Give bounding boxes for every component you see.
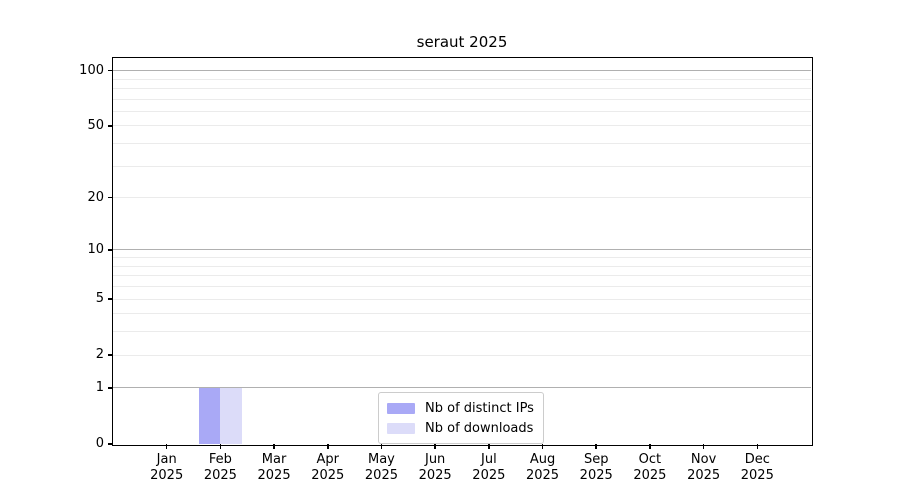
gridline-minor: [113, 275, 811, 277]
y-tick-label: 100: [79, 62, 104, 78]
x-tick-label: Jul 2025: [462, 452, 516, 484]
x-tick: [488, 444, 490, 449]
gridline-major: [113, 249, 811, 251]
x-tick-month: Apr: [316, 452, 340, 467]
x-tick-label: Mar 2025: [247, 452, 301, 484]
x-tick-year: 2025: [364, 468, 398, 483]
gridline-minor: [113, 313, 811, 315]
gridline-minor: [113, 265, 811, 267]
x-tick-month: Nov: [690, 452, 717, 467]
x-tick-year: 2025: [203, 468, 237, 483]
x-tick: [649, 444, 651, 449]
gridline-minor: [113, 143, 811, 145]
chart-title: seraut 2025: [416, 33, 508, 51]
x-tick-year: 2025: [525, 468, 560, 483]
gridline-minor: [113, 165, 811, 167]
gridline-major: [113, 70, 811, 72]
y-tick: [108, 387, 113, 389]
x-tick-year: 2025: [579, 468, 613, 483]
y-tick-label: 2: [95, 347, 104, 363]
y-tick: [108, 354, 113, 356]
x-tick: [756, 444, 759, 449]
x-tick-year: 2025: [633, 468, 667, 483]
x-tick: [327, 444, 329, 449]
y-tick: [108, 443, 113, 445]
x-tick-month: Jun: [424, 452, 446, 467]
x-tick-label: Jun 2025: [408, 452, 462, 484]
y-tick: [108, 125, 113, 127]
x-tick-year: 2025: [311, 468, 345, 483]
gridline-minor: [113, 257, 811, 259]
x-tick-label: Oct 2025: [623, 452, 677, 484]
legend-swatch-distinct-ips: [387, 402, 415, 414]
x-tick: [702, 444, 705, 449]
legend-entry-downloads: Nb of downloads: [387, 418, 534, 438]
x-tick-month: Feb: [208, 452, 232, 467]
y-tick: [108, 69, 113, 72]
gridline-minor: [113, 197, 811, 199]
legend: Nb of distinct IPs Nb of downloads: [378, 392, 544, 444]
x-tick-label: Dec 2025: [730, 452, 784, 484]
x-tick-year: 2025: [687, 468, 721, 483]
x-tick: [380, 444, 383, 449]
x-tick-month: Aug: [529, 452, 556, 467]
x-tick: [541, 444, 544, 449]
gridline-minor: [113, 354, 811, 356]
x-tick-month: Jul: [481, 452, 497, 467]
gridline-minor: [113, 125, 811, 127]
x-tick-year: 2025: [740, 468, 774, 483]
gridline-minor: [113, 298, 811, 300]
gridline-minor: [113, 78, 811, 80]
x-tick-label: May 2025: [355, 452, 409, 484]
x-tick: [273, 444, 275, 449]
legend-label-distinct-ips: Nb of distinct IPs: [425, 400, 534, 416]
legend-swatch-downloads: [387, 422, 415, 434]
y-tick-label: 50: [87, 117, 104, 133]
x-tick-label: Jan 2025: [140, 452, 194, 484]
gridline-major: [113, 387, 811, 389]
y-tick-label: 5: [95, 291, 104, 307]
x-tick-month: Jan: [156, 452, 177, 467]
gridline-minor: [113, 286, 811, 288]
x-tick-year: 2025: [257, 468, 291, 483]
y-tick-label: 20: [87, 189, 104, 205]
x-tick-year: 2025: [472, 468, 506, 483]
legend-entry-distinct-ips: Nb of distinct IPs: [387, 398, 534, 418]
bar-downloads-feb: [220, 387, 242, 444]
x-tick-month: May: [368, 452, 395, 467]
y-tick: [108, 196, 113, 199]
gridline-minor: [113, 110, 811, 112]
bar-distinct-ips-feb: [198, 387, 221, 444]
x-tick: [434, 444, 436, 449]
x-tick-label: Sep 2025: [569, 452, 623, 484]
x-tick-label: Feb 2025: [194, 452, 248, 484]
y-tick-label: 10: [87, 241, 104, 257]
x-tick-month: Mar: [261, 452, 287, 467]
x-tick: [165, 444, 168, 449]
gridline-minor: [113, 331, 811, 333]
gridline-minor: [113, 87, 811, 89]
y-tick: [108, 249, 113, 251]
x-tick: [595, 444, 597, 449]
y-tick-label: 1: [95, 379, 104, 395]
x-tick-label: Nov 2025: [677, 452, 731, 484]
x-tick-month: Sep: [583, 452, 609, 467]
gridline-minor: [113, 98, 811, 100]
x-tick-year: 2025: [418, 468, 452, 483]
x-tick-month: Oct: [638, 452, 662, 467]
y-tick: [108, 298, 113, 300]
x-tick-label: Aug 2025: [516, 452, 570, 484]
x-tick-month: Dec: [744, 452, 770, 467]
x-tick-year: 2025: [150, 468, 184, 483]
y-tick-label: 0: [95, 436, 104, 451]
x-tick: [219, 444, 222, 449]
x-tick-label: Apr 2025: [301, 452, 355, 484]
legend-label-downloads: Nb of downloads: [425, 420, 534, 436]
